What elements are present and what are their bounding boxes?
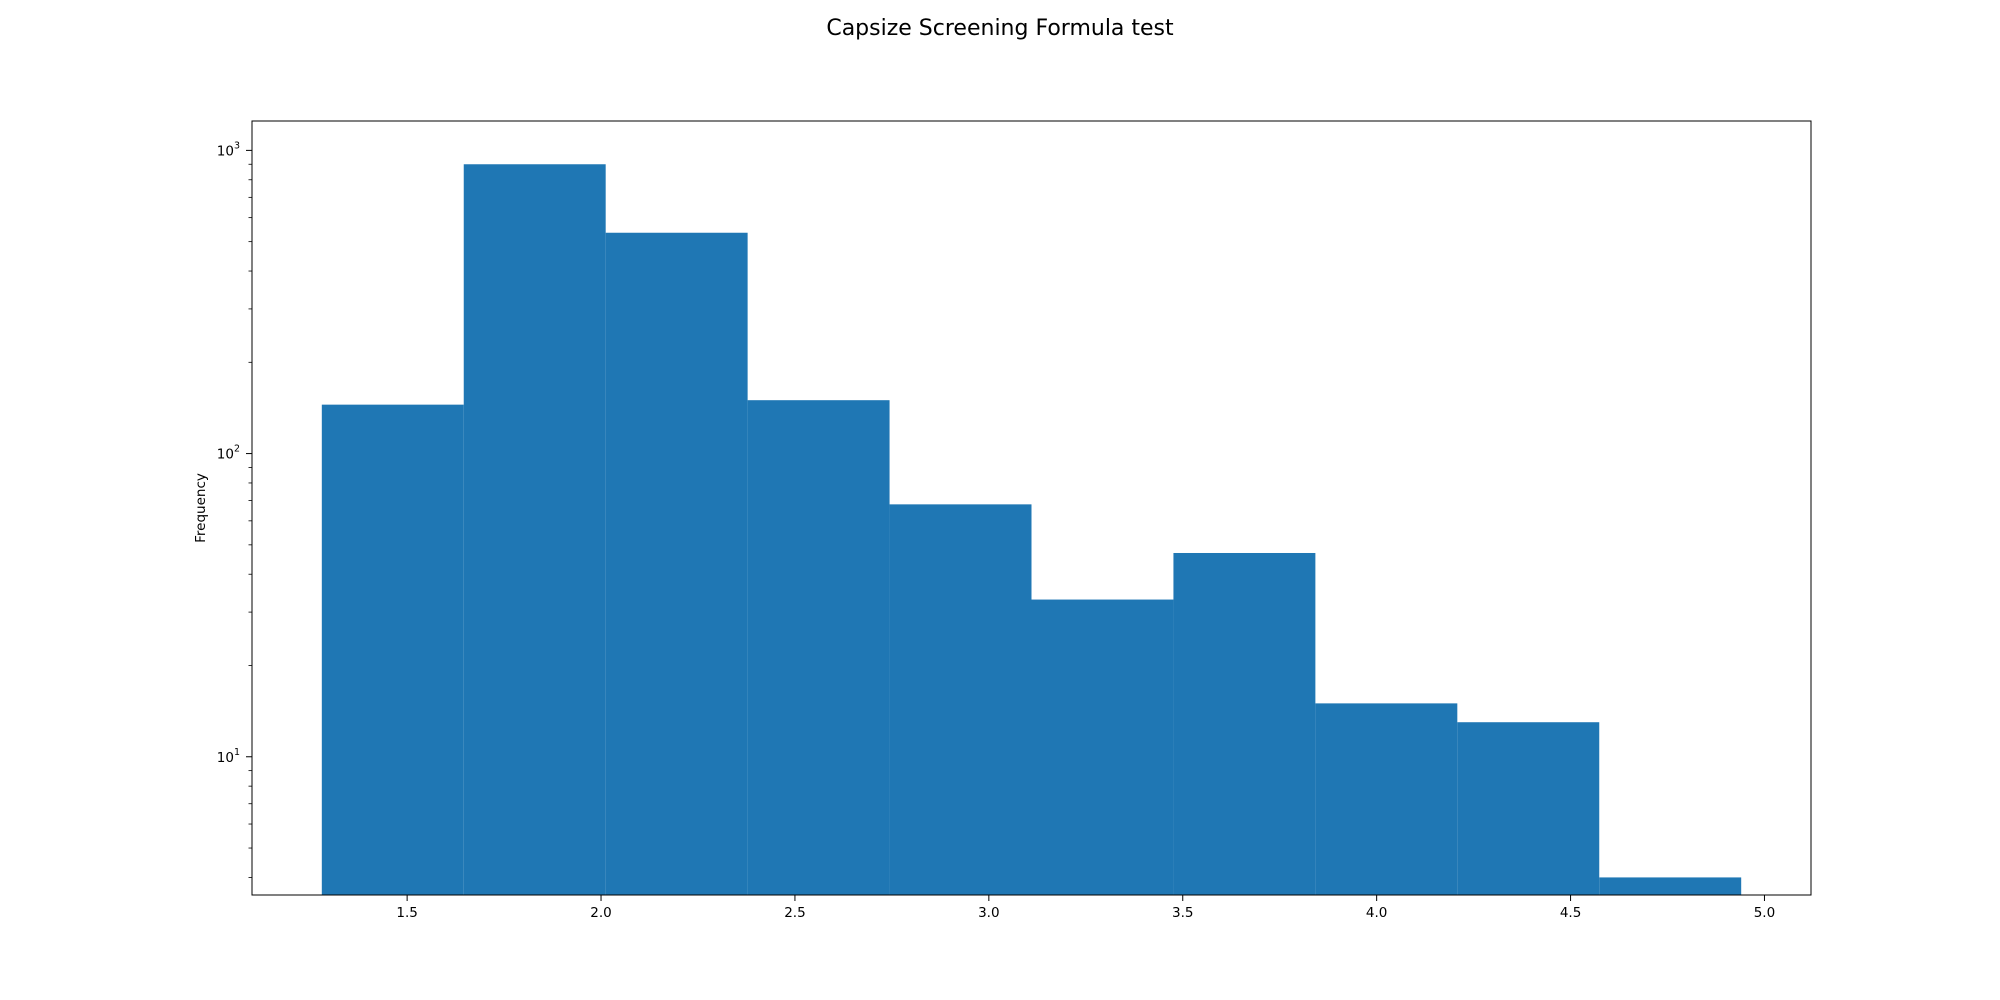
y-tick-label: 101 bbox=[217, 747, 240, 766]
histogram-bar bbox=[1173, 552, 1316, 895]
histogram-bar bbox=[463, 164, 606, 896]
histogram-bar bbox=[889, 504, 1032, 895]
chart-title: Capsize Screening Formula test bbox=[826, 16, 1174, 41]
histogram-bar bbox=[1031, 599, 1174, 895]
y-axis-ticks: 101 102 103 bbox=[217, 140, 252, 878]
bars-group bbox=[321, 164, 1742, 896]
x-tick-label: 4.0 bbox=[1366, 905, 1387, 921]
histogram-bar bbox=[1457, 722, 1600, 895]
x-tick-label: 4.5 bbox=[1560, 905, 1581, 921]
plot-area-frame bbox=[251, 120, 1812, 896]
y-tick-label: 102 bbox=[217, 444, 240, 463]
x-tick-label: 2.5 bbox=[784, 905, 805, 921]
histogram-bar bbox=[605, 232, 748, 896]
x-tick-label: 2.0 bbox=[590, 905, 611, 921]
histogram-bar bbox=[747, 400, 890, 895]
x-tick-label: 3.0 bbox=[978, 905, 999, 921]
x-tick-label: 3.5 bbox=[1172, 905, 1193, 921]
x-axis-ticks: 1.5 2.0 2.5 3.0 3.5 4.0 4.5 5.0 bbox=[396, 895, 1775, 921]
histogram-bar bbox=[321, 404, 464, 895]
y-tick-label: 103 bbox=[217, 140, 240, 159]
y-axis-label: Frequency bbox=[193, 473, 209, 543]
histogram-bar bbox=[1315, 703, 1458, 895]
x-tick-label: 1.5 bbox=[396, 905, 417, 921]
histogram-bar bbox=[1599, 877, 1742, 895]
x-tick-label: 5.0 bbox=[1754, 905, 1775, 921]
